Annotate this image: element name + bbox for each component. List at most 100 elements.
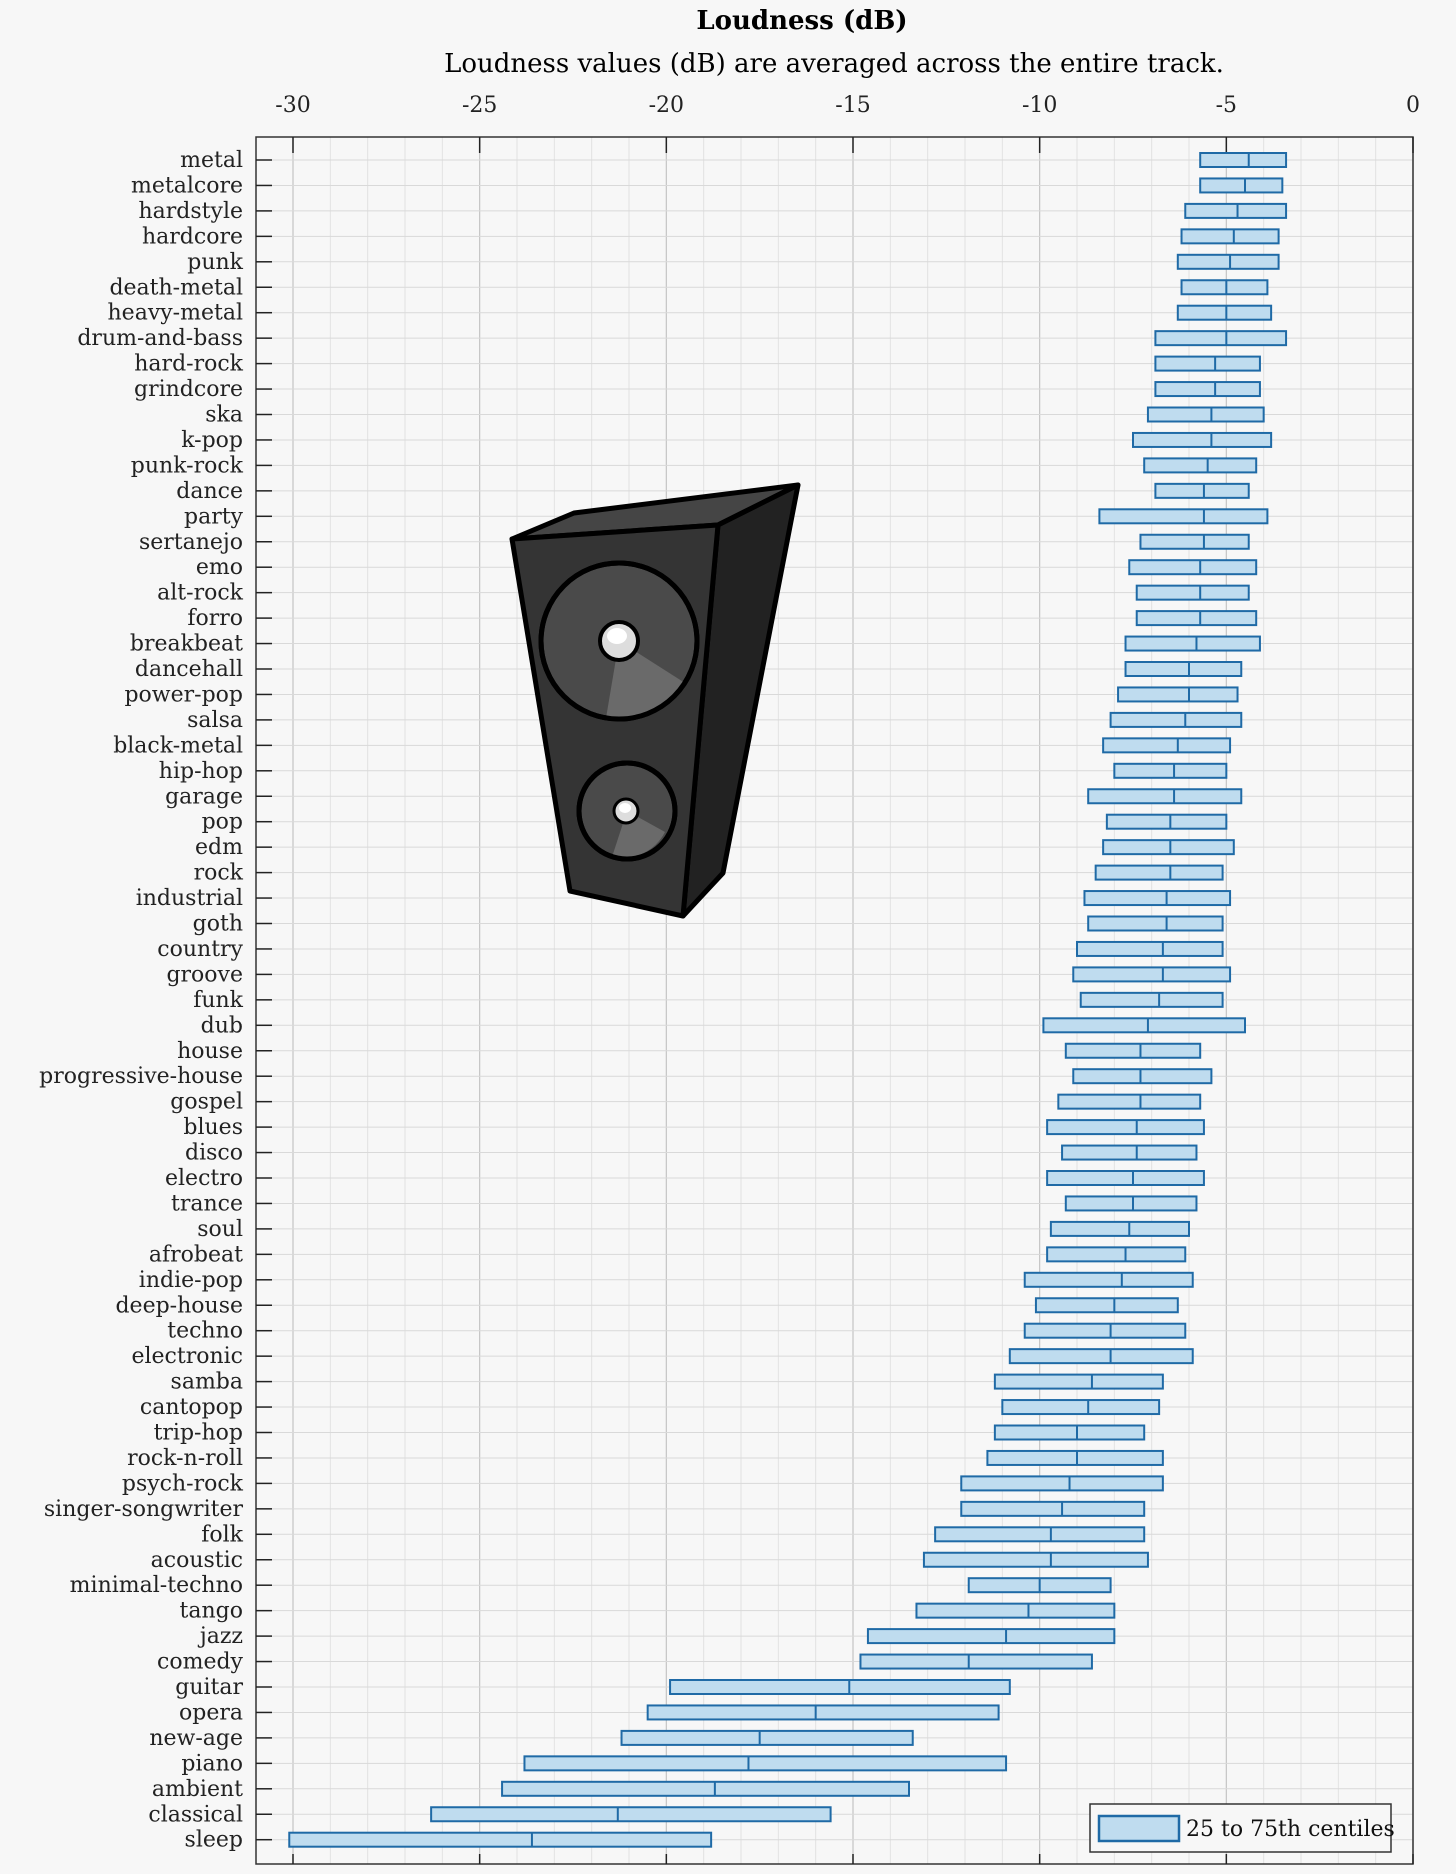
iqr-box bbox=[1176, 253, 1280, 270]
category-label: ska bbox=[205, 403, 243, 428]
category-label: death-metal bbox=[109, 275, 243, 300]
iqr-box bbox=[1072, 966, 1232, 983]
x-tick-label: -10 bbox=[1022, 93, 1057, 118]
category-label: groove bbox=[166, 962, 243, 987]
iqr-box bbox=[1076, 940, 1224, 957]
iqr-box bbox=[1057, 1093, 1202, 1110]
category-label: funk bbox=[193, 988, 243, 1013]
category-label: electro bbox=[165, 1166, 243, 1191]
iqr-box bbox=[1098, 508, 1269, 525]
iqr-box bbox=[1154, 355, 1261, 372]
iqr-box bbox=[1109, 711, 1243, 728]
category-label: metalcore bbox=[131, 173, 243, 198]
category-label: metal bbox=[180, 148, 243, 173]
iqr-box bbox=[1146, 406, 1265, 423]
category-label: industrial bbox=[136, 886, 243, 911]
iqr-box bbox=[1046, 1246, 1187, 1263]
category-label: new-age bbox=[149, 1726, 243, 1751]
iqr-box bbox=[1154, 330, 1288, 347]
iqr-box bbox=[960, 1475, 1164, 1492]
category-label: electronic bbox=[131, 1344, 243, 1369]
iqr-box bbox=[915, 1602, 1116, 1619]
category-label: dancehall bbox=[135, 657, 243, 682]
iqr-box bbox=[1046, 1170, 1205, 1186]
iqr-box bbox=[1064, 1042, 1202, 1059]
iqr-box bbox=[1049, 1220, 1191, 1237]
category-labels: metalmetalcorehardstylehardcorepunkdeath… bbox=[39, 148, 272, 1853]
category-label: hardstyle bbox=[139, 199, 244, 224]
iqr-box bbox=[1154, 381, 1261, 398]
iqr-box bbox=[1023, 1322, 1187, 1339]
category-label: jazz bbox=[197, 1624, 243, 1649]
iqr-box bbox=[1128, 559, 1258, 576]
category-label: rock-n-roll bbox=[127, 1446, 243, 1471]
iqr-box bbox=[986, 1449, 1164, 1466]
category-label: psych-rock bbox=[122, 1471, 244, 1496]
x-axis-ticks: -30 -25 -20 -15 -10 -5 0 bbox=[275, 93, 1420, 1864]
iqr-box bbox=[993, 1373, 1164, 1390]
category-label: dance bbox=[176, 479, 243, 504]
category-label: hard-rock bbox=[134, 352, 243, 377]
category-label: black-metal bbox=[113, 733, 243, 758]
category-label: disco bbox=[185, 1141, 243, 1166]
iqr-box bbox=[1064, 1195, 1198, 1212]
iqr-box bbox=[1139, 533, 1250, 550]
iqr-box bbox=[1199, 152, 1288, 168]
category-label: samba bbox=[171, 1370, 243, 1395]
iqr-box bbox=[501, 1780, 910, 1797]
iqr-box bbox=[1023, 1271, 1194, 1288]
category-label: trip-hop bbox=[154, 1421, 243, 1446]
category-label: tango bbox=[180, 1599, 243, 1624]
iqr-box bbox=[1135, 584, 1250, 601]
category-label: cantopop bbox=[140, 1395, 243, 1420]
category-label: afrobeat bbox=[149, 1242, 243, 1267]
category-label: heavy-metal bbox=[108, 301, 243, 326]
category-label: indie-pop bbox=[139, 1268, 243, 1293]
category-label: punk bbox=[187, 250, 243, 275]
legend: 25 to 75th centiles bbox=[1089, 1803, 1395, 1853]
category-label: progressive-house bbox=[39, 1064, 243, 1089]
category-label: emo bbox=[196, 555, 243, 580]
iqr-box bbox=[1135, 610, 1258, 627]
category-label: punk-rock bbox=[131, 453, 244, 478]
loudspeaker-icon bbox=[509, 482, 801, 919]
category-label: techno bbox=[167, 1319, 243, 1344]
category-label: pop bbox=[202, 810, 243, 835]
iqr-box bbox=[922, 1551, 1149, 1568]
iqr-box bbox=[1001, 1399, 1161, 1416]
category-label: power-pop bbox=[124, 682, 243, 707]
category-label: grindcore bbox=[134, 377, 243, 402]
iqr-box bbox=[1034, 1297, 1179, 1314]
iqr-box bbox=[993, 1424, 1146, 1441]
iqr-box bbox=[1132, 431, 1273, 448]
category-label: piano bbox=[181, 1751, 243, 1776]
category-label: soul bbox=[197, 1217, 243, 1242]
category-label: blues bbox=[183, 1115, 243, 1140]
category-label: minimal-techno bbox=[70, 1573, 243, 1598]
category-label: acoustic bbox=[151, 1548, 243, 1573]
category-label: breakbeat bbox=[130, 632, 243, 657]
category-label: guitar bbox=[175, 1675, 243, 1700]
iqr-box bbox=[430, 1806, 832, 1823]
iqr-box bbox=[960, 1500, 1146, 1517]
category-label: folk bbox=[201, 1522, 243, 1547]
category-label: gospel bbox=[170, 1090, 243, 1115]
iqr-box bbox=[1180, 279, 1269, 296]
iqr-box bbox=[1094, 864, 1224, 881]
iqr-box bbox=[1117, 686, 1239, 703]
x-tick-label: -15 bbox=[835, 93, 870, 118]
chart-title: Loudness (dB) bbox=[696, 6, 907, 36]
iqr-box bbox=[1087, 788, 1243, 805]
iqr-box bbox=[1184, 202, 1288, 219]
chart-subtitle: Loudness values (dB) are averaged across… bbox=[444, 49, 1224, 79]
category-label: deep-house bbox=[115, 1293, 243, 1318]
iqr-box bbox=[1143, 457, 1258, 474]
iqr-box bbox=[1042, 1017, 1247, 1034]
category-label: hip-hop bbox=[159, 759, 243, 784]
legend-label: 25 to 75th centiles bbox=[1186, 1817, 1395, 1842]
iqr-box bbox=[1199, 177, 1284, 194]
category-label: comedy bbox=[157, 1650, 244, 1675]
x-tick-label: -30 bbox=[275, 93, 310, 118]
iqr-box bbox=[669, 1679, 1011, 1695]
